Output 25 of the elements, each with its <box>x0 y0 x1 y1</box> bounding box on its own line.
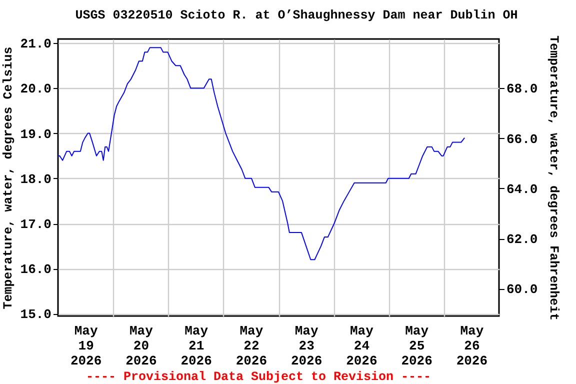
x-tick-label: May 20 2026 <box>126 324 157 368</box>
y-tick-label: 20.0 <box>20 82 52 97</box>
y2-tick-label: 62.0 <box>506 232 538 248</box>
y2-tick-label: 64.0 <box>506 182 538 197</box>
x-tick-label: May 24 2026 <box>346 324 378 368</box>
y-tick-label: 15.0 <box>20 307 52 322</box>
x-tick-label: May 22 2026 <box>236 324 268 368</box>
y2-axis-title: Temperature, water, degrees Fahrenheit <box>546 35 561 321</box>
x-tick-label: May 21 2026 <box>180 324 212 368</box>
x-tick-label: May 23 2026 <box>290 324 322 368</box>
x-tick-label: May 26 2026 <box>456 324 488 368</box>
y-tick-label: 16.0 <box>20 262 52 278</box>
y-axis-title: Temperature, water, degrees Celsius <box>1 46 16 310</box>
y-tick-label: 17.0 <box>20 217 52 232</box>
y2-tick-label: 68.0 <box>506 82 538 97</box>
line-series <box>58 47 466 260</box>
y-tick-label: 18.0 <box>20 172 52 187</box>
y-tick-label: 19.0 <box>20 126 52 142</box>
text: ---- Provisional Data Subject to Revision ---- <box>86 370 432 384</box>
y2-tick-label: 66.0 <box>506 132 538 147</box>
x-tick-label: May 19 2026 <box>70 324 102 368</box>
chart-title: USGS 03220510 Scioto R. at O’Shaughnessy Dam near Dublin OH <box>75 8 518 22</box>
y2-tick-label: 60.0 <box>506 282 538 298</box>
y-tick-label: 21.0 <box>20 36 52 52</box>
x-tick-label: May 25 2026 <box>401 324 433 368</box>
